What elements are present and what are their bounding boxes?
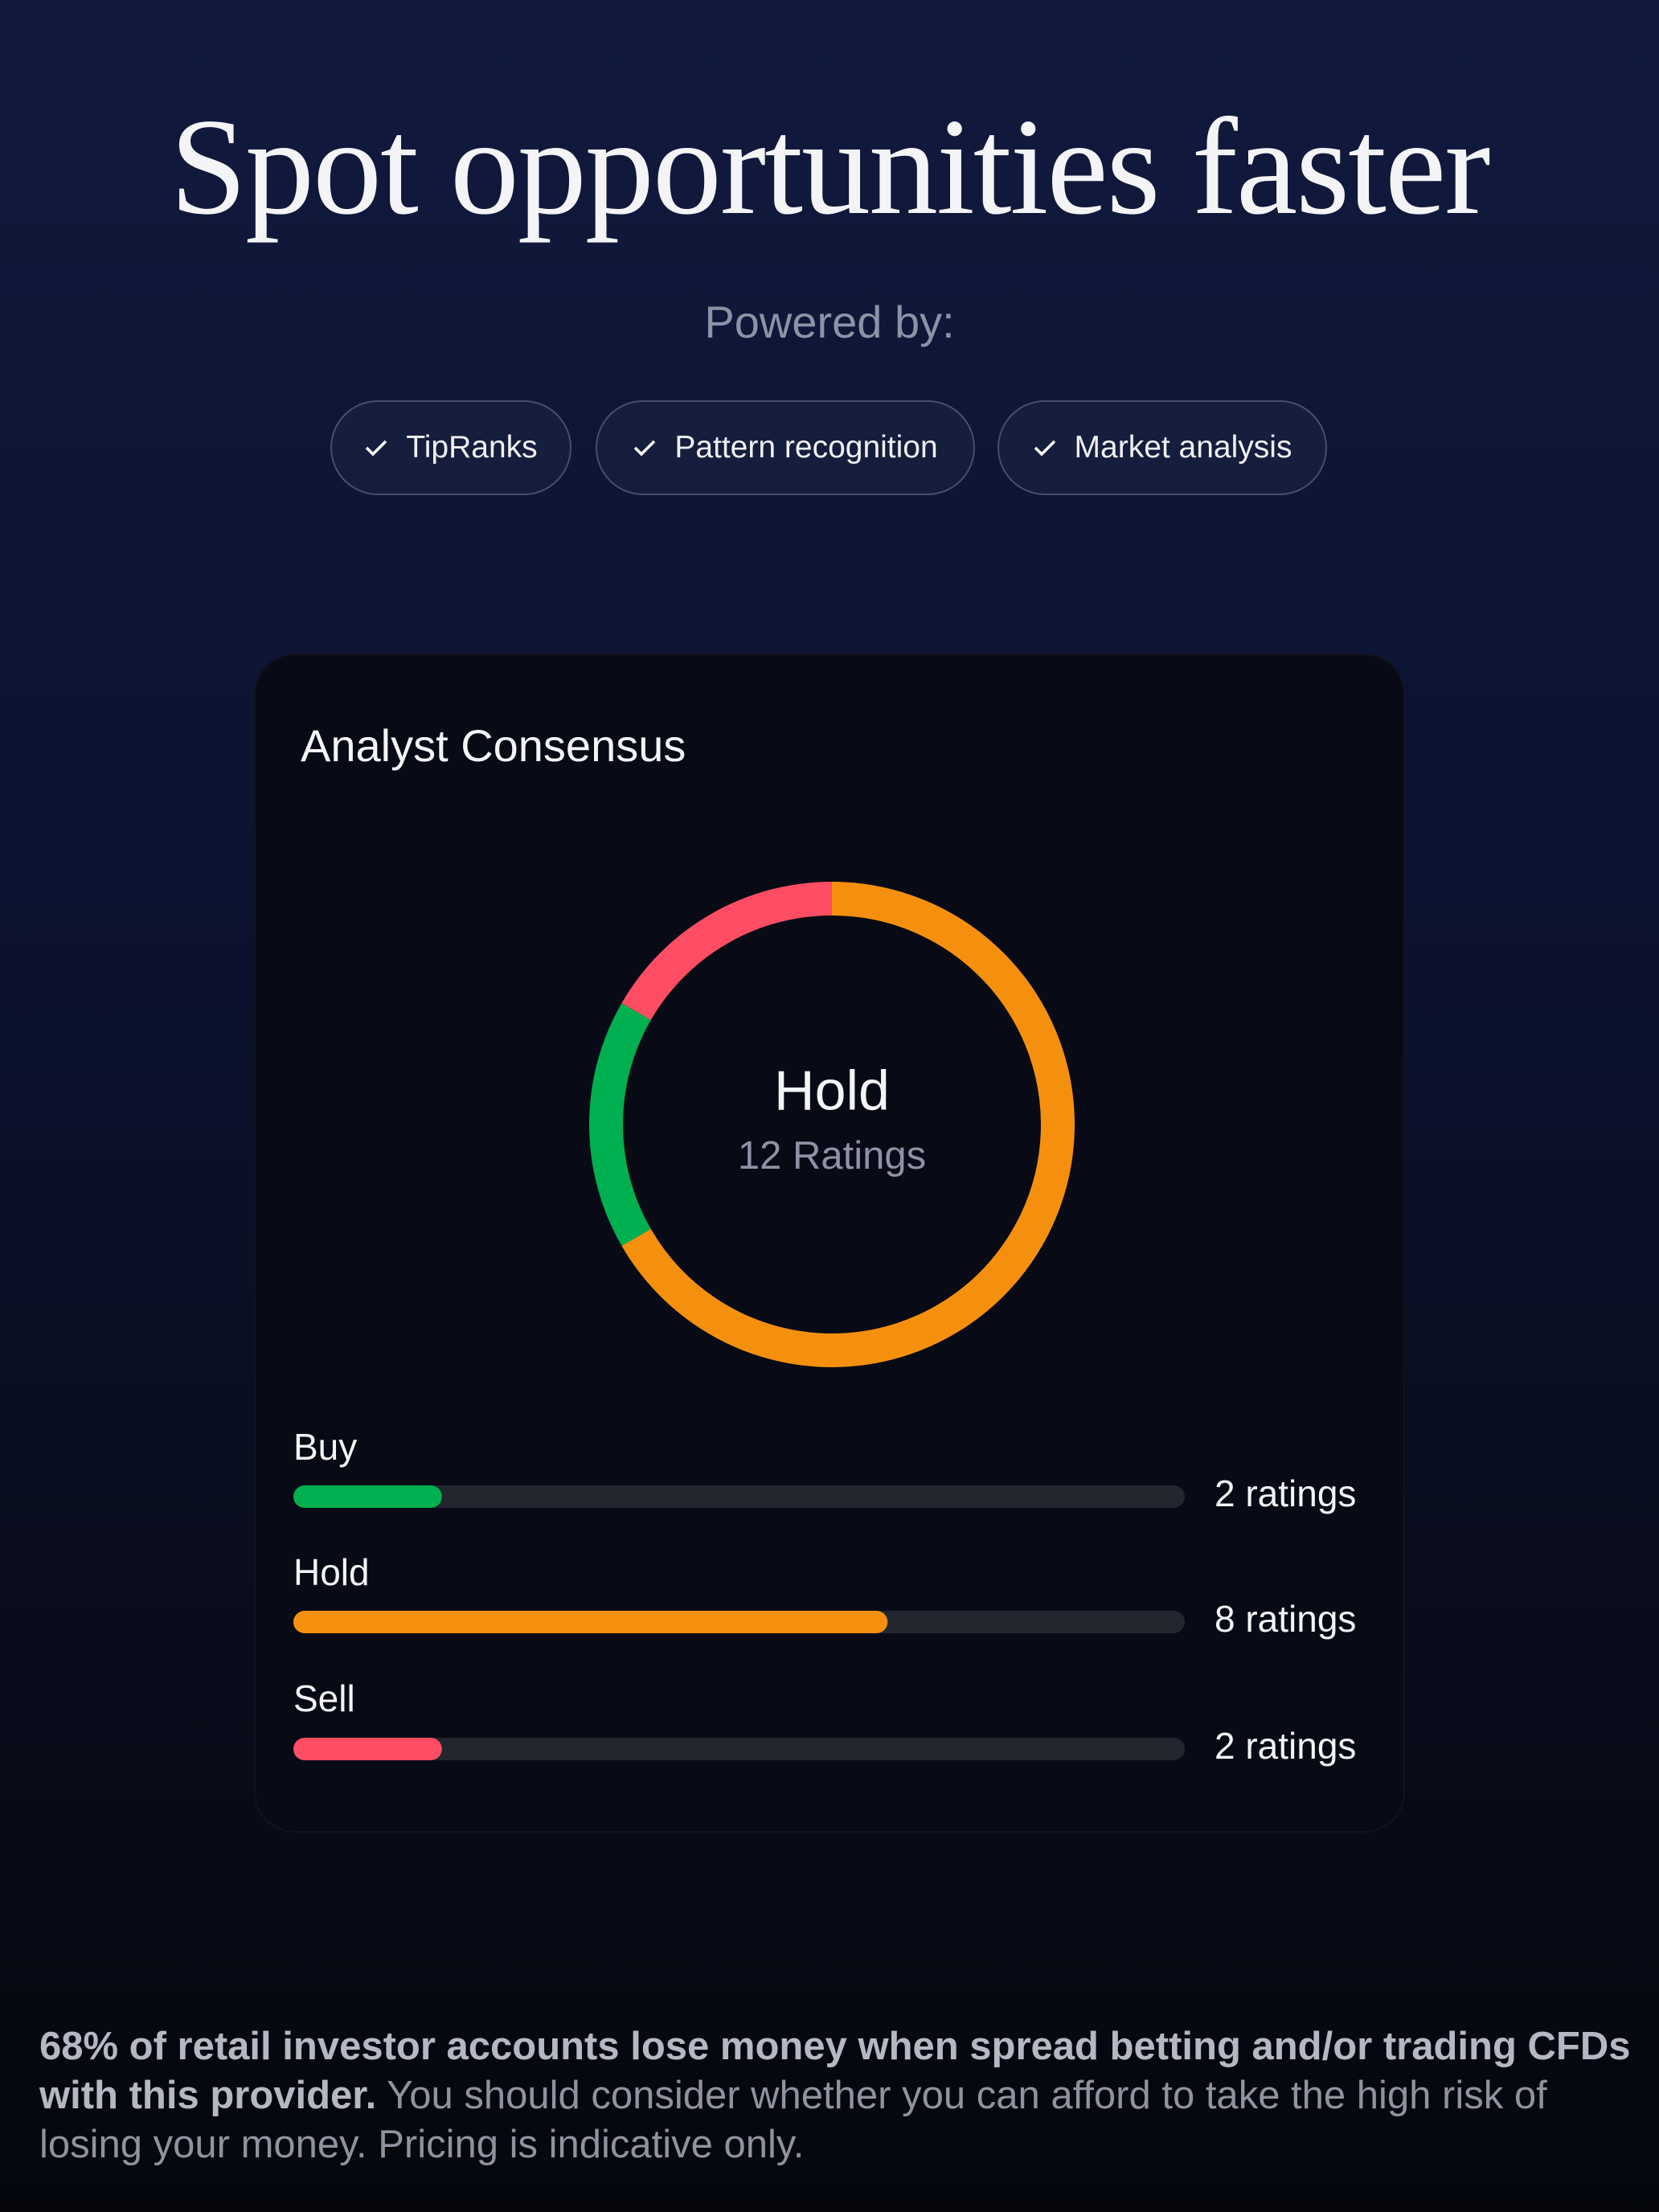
bar — [293, 1485, 442, 1508]
check-icon — [366, 440, 387, 457]
card-title: Analyst Consensus — [301, 720, 686, 771]
pill-label: Pattern recognition — [674, 430, 938, 465]
donut-segment — [621, 882, 1075, 1367]
rating-count: 2 ratings — [1215, 1725, 1356, 1767]
rating-label: Buy — [293, 1426, 357, 1468]
bar — [293, 1611, 888, 1633]
consensus-card — [254, 653, 1405, 1833]
rating-count: 8 ratings — [1215, 1598, 1356, 1640]
donut-segment — [621, 882, 833, 1021]
pill-label: TipRanks — [406, 430, 538, 465]
risk-disclaimer: 68% of retail investor accounts lose mon… — [39, 2022, 1639, 2169]
disclaimer-text: You should consider whether you can affo… — [39, 2074, 1547, 2166]
pill-label: Market analysis — [1074, 430, 1292, 465]
check-icon — [634, 440, 656, 457]
bar-track — [293, 1485, 1185, 1508]
pill: Pattern recognition — [596, 400, 975, 495]
pill: Market analysis — [997, 400, 1327, 495]
pill: TipRanks — [330, 400, 571, 495]
rating-count: 2 ratings — [1215, 1473, 1356, 1514]
consensus-label: Hold — [774, 1059, 890, 1121]
subtitle: Powered by: — [704, 297, 955, 347]
total-ratings: 12 Ratings — [738, 1134, 926, 1178]
rating-label: Hold — [293, 1551, 370, 1593]
check-icon — [1034, 440, 1055, 457]
bar — [293, 1738, 442, 1760]
bar-track — [293, 1738, 1185, 1760]
rating-label: Sell — [293, 1677, 355, 1719]
donut-segment — [589, 1003, 651, 1246]
headline: Spot opportunities faster — [170, 91, 1490, 244]
disclaimer-bold: 68% of retail investor accounts lose mon… — [39, 2025, 1631, 2117]
